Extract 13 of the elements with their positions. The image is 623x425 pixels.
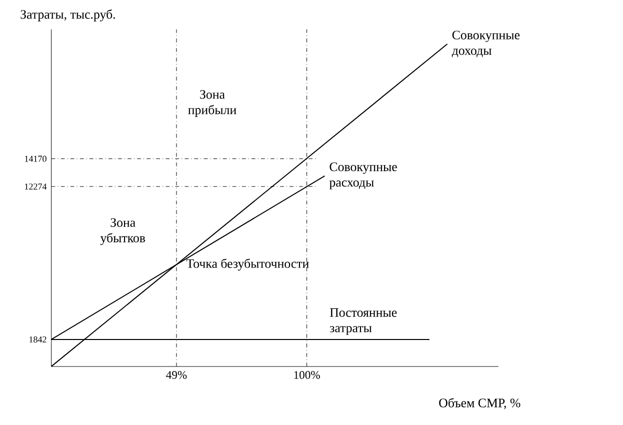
series-label: Совокупные расходы bbox=[329, 162, 397, 190]
annotation: Точка безубыточности bbox=[186, 258, 309, 271]
series-label: Постоянные затраты bbox=[330, 308, 397, 335]
y-tick-label: 14170 bbox=[25, 156, 46, 162]
annotation: Зона убытков bbox=[100, 218, 146, 245]
y-axis-title: Затраты, тыс.руб. bbox=[20, 9, 115, 22]
series-label: Совокупные доходы bbox=[452, 30, 520, 58]
x-tick-label: 49% bbox=[166, 370, 187, 379]
y-tick-label: 12274 bbox=[25, 184, 47, 190]
y-tick-label: 1842 bbox=[30, 336, 46, 342]
annotation: Зона прибыли bbox=[188, 90, 236, 117]
x-axis-title: Объем СМР, % bbox=[439, 398, 520, 410]
x-tick-label: 100% bbox=[294, 370, 320, 379]
